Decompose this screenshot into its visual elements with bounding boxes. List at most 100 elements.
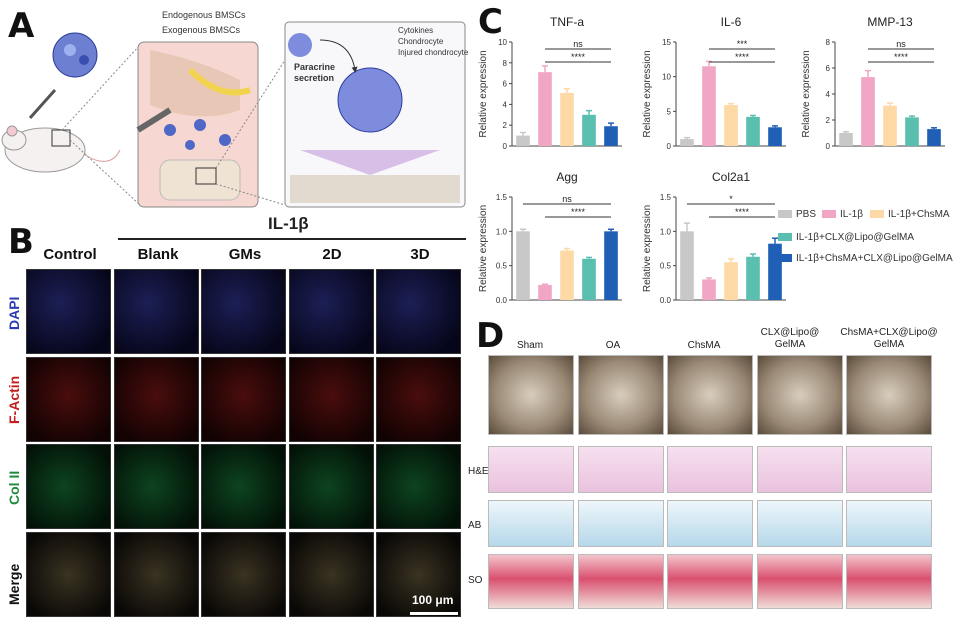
histology-tile — [667, 446, 753, 493]
bar — [768, 127, 782, 146]
y-tick-label: 6 — [826, 64, 831, 73]
significance-label: ns — [896, 39, 906, 49]
micrograph-tile — [114, 269, 199, 354]
bar — [538, 285, 552, 300]
legend-swatch-il1b — [822, 210, 836, 218]
y-tick-label: 0.0 — [496, 296, 508, 305]
d-col-sham: Sham — [490, 340, 570, 352]
legend-label-il1b-chsma: IL-1β+ChsMA — [888, 209, 950, 220]
y-tick-label: 0.0 — [660, 296, 672, 305]
inset-legend-cytokines: Cytokines — [398, 26, 433, 35]
histology-tile — [846, 500, 932, 547]
bar — [905, 117, 919, 146]
y-axis-label: Relative expression — [642, 50, 653, 137]
bar — [883, 106, 897, 146]
micrograph-tile — [376, 269, 461, 354]
bar — [839, 133, 853, 146]
d-col-chsma-clx: ChsMA+CLX@Lipo@ GelMA — [836, 327, 942, 351]
row-head-colii: Col II — [6, 471, 22, 505]
y-tick-label: 2 — [826, 116, 831, 125]
histology-tile — [578, 500, 664, 547]
y-axis-label: Relative expression — [642, 205, 653, 292]
bar — [516, 136, 530, 146]
micrograph-tile — [114, 532, 199, 617]
histology-tile — [846, 554, 932, 609]
col-head-3d: 3D — [376, 246, 464, 263]
significance-label: **** — [894, 52, 909, 62]
d-col-chsma: ChsMA — [664, 340, 744, 352]
histology-tile — [757, 446, 843, 493]
bar — [724, 262, 738, 300]
micrograph-tile — [114, 444, 199, 529]
micrograph-tile — [289, 269, 374, 354]
legend-label-il1b: IL-1β — [840, 209, 863, 220]
y-tick-label: 10 — [662, 73, 671, 82]
bar — [746, 117, 760, 146]
bar — [560, 251, 574, 300]
micrograph-tile — [201, 444, 286, 529]
bar — [680, 231, 694, 300]
y-tick-label: 8 — [503, 59, 508, 68]
histology-tile — [578, 446, 664, 493]
col-head-blank: Blank — [114, 246, 202, 263]
y-tick-label: 0 — [503, 142, 508, 151]
row-head-dapi: DAPI — [6, 297, 22, 330]
scale-bar-line — [410, 612, 458, 615]
legend-swatch-il1b-chsma — [870, 210, 884, 218]
legend-swatch-il1b-chsma-clx — [778, 254, 792, 262]
legend-pbs: PBS — [778, 209, 816, 220]
d-row-ab: AB — [468, 520, 481, 531]
joint-photo — [578, 355, 664, 435]
histology-tile — [846, 446, 932, 493]
joint-photo — [846, 355, 932, 435]
bar — [702, 66, 716, 146]
legend-swatch-il1b-clx — [778, 233, 792, 241]
row-head-factin: F-Actin — [6, 376, 22, 424]
inset-legend-chondrocyte: Chondrocyte — [398, 37, 443, 46]
bar — [724, 105, 738, 146]
significance-label: **** — [571, 52, 586, 62]
il1b-group-bar — [118, 238, 466, 240]
bar — [538, 72, 552, 146]
micrograph-tile — [26, 444, 111, 529]
micrograph-tile — [289, 357, 374, 442]
significance-label: * — [729, 194, 733, 204]
significance-label: **** — [571, 207, 586, 217]
histology-tile — [488, 554, 574, 609]
y-tick-label: 1.0 — [496, 227, 508, 236]
chart-title: Agg — [556, 170, 577, 184]
significance-label: **** — [735, 207, 750, 217]
col-head-2d: 2D — [288, 246, 376, 263]
bar — [582, 259, 596, 300]
micrograph-tile — [289, 532, 374, 617]
y-tick-label: 8 — [826, 38, 831, 47]
d-row-so: SO — [468, 575, 482, 586]
y-tick-label: 4 — [503, 100, 508, 109]
micrograph-tile — [201, 357, 286, 442]
bar — [746, 257, 760, 300]
bar — [604, 231, 618, 300]
histology-tile — [667, 500, 753, 547]
significance-label: ns — [562, 194, 572, 204]
d-col-clx: CLX@Lipo@ GelMA — [752, 327, 828, 351]
bar — [927, 129, 941, 146]
y-tick-label: 1.5 — [660, 193, 672, 202]
legend-swatch-pbs — [778, 210, 792, 218]
y-tick-label: 15 — [662, 38, 671, 47]
chart-title: IL-6 — [721, 15, 742, 29]
chart-title: MMP-13 — [867, 15, 913, 29]
micrograph-tile — [376, 357, 461, 442]
bar — [582, 115, 596, 146]
histology-tile — [757, 500, 843, 547]
histology-tile — [578, 554, 664, 609]
y-tick-label: 2 — [503, 121, 508, 130]
legend-il1b-chsma-clx: IL-1β+ChsMA+CLX@Lipo@GelMA — [778, 253, 953, 264]
bar — [604, 126, 618, 146]
chart-title: TNF-a — [550, 15, 584, 29]
legend-exogenous-bmscs: Exogenous BMSCs — [162, 25, 240, 35]
y-axis-label: Relative expression — [478, 205, 489, 292]
inset-legend-injured: Injured chondrocyte — [398, 48, 468, 57]
chart-title: Col2a1 — [712, 170, 750, 184]
micrograph-tile — [201, 532, 286, 617]
